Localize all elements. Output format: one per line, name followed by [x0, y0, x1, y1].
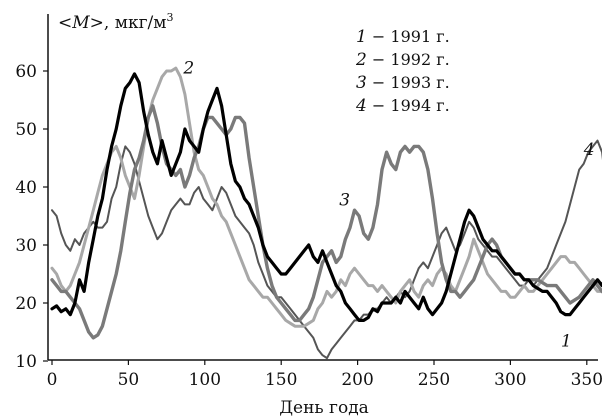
- x-tick-label: 250: [418, 370, 450, 390]
- x-tick-label: 200: [341, 370, 373, 390]
- series-line-1: [50, 72, 602, 322]
- x-tick-label: 50: [118, 370, 140, 390]
- legend-entry: 4 − 1994 г.: [355, 96, 450, 116]
- legend-entry: 3 − 1993 г.: [356, 73, 450, 93]
- series-label-4: 4: [583, 140, 595, 160]
- legend-entry: 2 − 1992 г.: [355, 50, 450, 70]
- series-layer: [50, 66, 602, 360]
- x-tick-label: 300: [494, 370, 526, 390]
- series-line-4: [51, 139, 602, 360]
- legend-entry: 1 − 1991 г.: [356, 27, 450, 47]
- y-tick-label: 60: [15, 62, 37, 82]
- x-tick-label: 150: [265, 370, 297, 390]
- y-tick-label: 40: [15, 178, 37, 198]
- x-tick-label: 100: [189, 370, 221, 390]
- y-tick-label: 10: [15, 352, 37, 372]
- ticks-layer: 10 20 30 40 50 60 0 50 100 150 200 250 300 350: [15, 62, 602, 390]
- y-tick-label: 20: [15, 294, 37, 314]
- y-tick-label: 50: [15, 120, 37, 140]
- x-tick-label: 350: [571, 370, 602, 390]
- series-line-3: [50, 104, 602, 340]
- x-axis-title: День года: [279, 398, 369, 418]
- series-label-1: 1: [561, 332, 572, 352]
- series-labels: 1 2 3 4: [182, 58, 594, 351]
- x-tick-label: 0: [47, 370, 58, 390]
- series-label-3: 3: [339, 191, 350, 211]
- legend: 1 − 1991 г. 2 − 1992 г. 3 − 1993 г. 4 − 199…: [355, 27, 450, 116]
- y-axis-title: <M>, мкг/м3: [58, 11, 173, 33]
- series-label-2: 2: [182, 58, 194, 78]
- y-tick-label: 30: [15, 236, 37, 256]
- series-line-2: [50, 66, 602, 328]
